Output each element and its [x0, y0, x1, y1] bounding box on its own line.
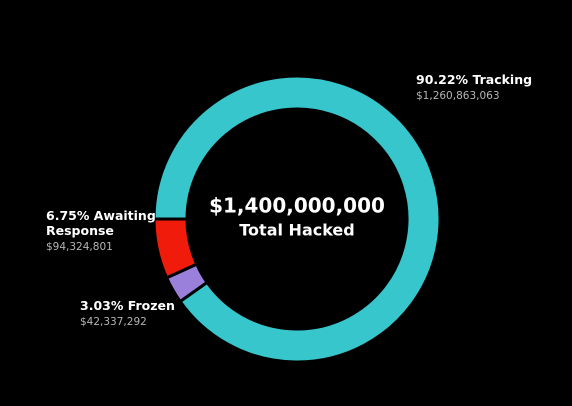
amount-label: $94,324,801	[46, 241, 113, 253]
center-label: Total Hacked	[239, 221, 354, 240]
center-value: $1,400,000,000	[209, 194, 385, 218]
value-label: 6.75%	[46, 208, 90, 223]
slice	[152, 74, 442, 364]
category-label: Tracking	[472, 72, 533, 87]
donut	[152, 74, 442, 364]
value-label: 3.03%	[80, 298, 124, 313]
slice-label: 90.22% Tracking $1,260,863,063	[416, 72, 572, 104]
slice	[164, 262, 210, 304]
amount-label: $42,337,292	[80, 316, 147, 328]
category-label: Awaiting Response	[46, 208, 156, 238]
amount-label: $1,260,863,063	[416, 90, 500, 102]
value-label: 90.22%	[416, 72, 469, 87]
slice-label: 6.75% Awaiting Response $94,324,801	[46, 208, 156, 255]
slice-label: 3.03% Frozen $42,337,292	[80, 298, 200, 330]
category-label: Frozen	[127, 298, 175, 313]
